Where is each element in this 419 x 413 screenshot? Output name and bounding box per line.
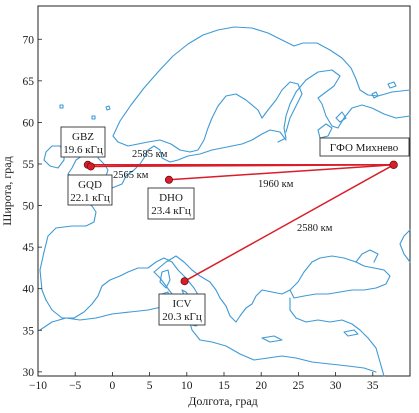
station-box-icv — [158, 293, 206, 326]
x-tick-label: 10 — [181, 380, 193, 392]
scandinavia-coast — [112, 26, 411, 153]
y-tick-label: 70 — [23, 34, 35, 46]
x-axis-ticks: −10 −5 0 5 10 15 20 25 30 35 — [29, 372, 379, 392]
path-dho-line — [168, 164, 394, 181]
receiver-label: ГФО Михнево — [319, 137, 410, 157]
station-code-gqd: GQD — [78, 179, 102, 191]
caspian-edge — [399, 229, 411, 263]
y-tick-label: 55 — [23, 159, 35, 171]
station-marker-dho — [164, 175, 173, 184]
y-tick-label: 35 — [23, 325, 35, 337]
finland-coast — [261, 81, 303, 133]
anatolia-coast — [289, 297, 385, 377]
black-sea-coast — [289, 255, 391, 299]
receiver-box — [319, 137, 410, 157]
x-tick-label: −5 — [69, 380, 81, 392]
lake-ladoga — [317, 111, 347, 139]
svalbard-fragments — [371, 81, 397, 99]
y-tick-label: 45 — [23, 242, 35, 254]
station-freq-icv: 20.3 кГц — [162, 311, 202, 323]
station-box-gqd — [67, 174, 113, 206]
x-tick-label: 0 — [110, 380, 116, 392]
station-code-gbz: GBZ — [72, 131, 94, 143]
north-africa-coast — [39, 301, 377, 373]
distance-gqd-label: 2565 км — [113, 170, 149, 181]
distance-gbz-label: 2585 км — [132, 149, 168, 160]
path-gqd-line — [90, 164, 394, 168]
y-axis-ticks: 30 35 40 45 50 55 60 65 70 — [23, 34, 42, 379]
station-marker-icv — [180, 277, 189, 286]
y-tick-label: 40 — [23, 284, 35, 296]
x-tick-label: 20 — [255, 380, 267, 392]
x-tick-label: −10 — [29, 380, 47, 392]
station-freq-dho: 23.4 кГц — [151, 205, 191, 217]
station-freq-gbz: 19.6 кГц — [63, 144, 103, 156]
northern-isles — [59, 104, 111, 120]
receiver-marker — [389, 160, 398, 170]
x-tick-label: 15 — [218, 380, 230, 392]
path-icv-line — [184, 164, 394, 282]
station-box-gbz — [60, 126, 106, 158]
station-box-dho — [147, 187, 195, 220]
continent-north-coast — [39, 129, 287, 301]
y-axis-title: Широта, град — [0, 156, 14, 225]
x-tick-label: 25 — [293, 380, 305, 392]
y-tick-label: 30 — [23, 367, 35, 379]
station-label-gbz: GBZ 19.6 кГц — [60, 126, 106, 158]
y-tick-label: 50 — [23, 201, 35, 213]
y-tick-label: 65 — [23, 76, 35, 88]
station-label-gqd: GQD 22.1 кГц — [67, 174, 113, 206]
station-freq-gqd: 22.1 кГц — [70, 192, 110, 204]
station-code-dho: DHO — [159, 192, 183, 204]
x-tick-label: 30 — [330, 380, 342, 392]
x-tick-label: 35 — [367, 380, 379, 392]
station-label-dho: DHO 23.4 кГц — [147, 187, 195, 220]
distance-dho-label: 1960 км — [258, 179, 294, 190]
y-tick-label: 60 — [23, 117, 35, 129]
x-tick-label: 5 — [147, 380, 153, 392]
station-label-icv: ICV 20.3 кГц — [158, 293, 206, 326]
receiver-name: ГФО Михнево — [330, 142, 399, 154]
distance-icv-label: 2580 км — [297, 223, 333, 234]
x-axis-title: Долгота, град — [188, 394, 258, 408]
azov-coast — [355, 249, 379, 263]
station-marker-gqd — [86, 162, 95, 171]
station-code-icv: ICV — [173, 298, 192, 310]
